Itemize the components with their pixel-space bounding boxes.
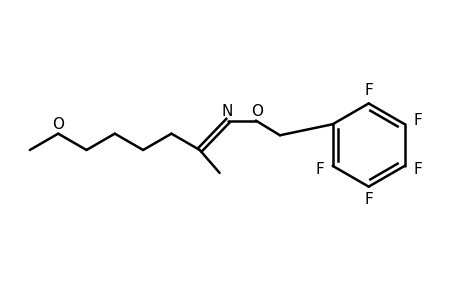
Text: F: F bbox=[364, 83, 372, 98]
Text: F: F bbox=[364, 192, 372, 207]
Text: O: O bbox=[52, 117, 64, 132]
Text: F: F bbox=[315, 162, 324, 177]
Text: F: F bbox=[412, 162, 421, 177]
Text: N: N bbox=[221, 104, 232, 119]
Text: O: O bbox=[250, 104, 262, 119]
Text: F: F bbox=[412, 113, 421, 128]
